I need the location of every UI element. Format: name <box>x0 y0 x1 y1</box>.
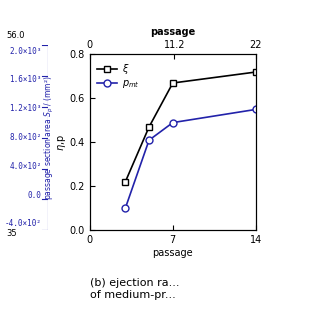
$\xi$ <box>123 180 127 184</box>
X-axis label: passage: passage <box>150 28 196 37</box>
$p_{mt}$ <box>254 108 258 111</box>
$\xi$ <box>171 81 175 85</box>
$\xi$ <box>147 125 151 129</box>
Text: 0.0: 0.0 <box>28 191 42 200</box>
X-axis label: passage: passage <box>153 248 193 258</box>
Y-axis label: $\eta$,p: $\eta$,p <box>56 134 68 151</box>
$p_{mt}$ <box>147 138 151 142</box>
Line: $p_{mt}$: $p_{mt}$ <box>122 106 260 212</box>
Text: 4.0×10²: 4.0×10² <box>9 162 42 171</box>
$p_{mt}$ <box>123 206 127 210</box>
Text: (b) ejection ra...
of medium-pr...: (b) ejection ra... of medium-pr... <box>90 278 179 300</box>
Text: 2.0×10³: 2.0×10³ <box>9 47 42 56</box>
Legend: $\xi$, $p_{mt}$: $\xi$, $p_{mt}$ <box>94 59 142 93</box>
$\xi$ <box>254 70 258 74</box>
Text: 1.2×10³: 1.2×10³ <box>9 104 42 113</box>
$p_{mt}$ <box>171 121 175 124</box>
Text: 1.6×10³: 1.6×10³ <box>9 76 42 84</box>
Text: 8.0×10²: 8.0×10² <box>9 133 42 142</box>
Text: -4.0×10²: -4.0×10² <box>4 220 42 228</box>
Text: 35: 35 <box>6 229 17 238</box>
Line: $\xi$: $\xi$ <box>122 68 260 186</box>
Text: passage section area $S_p$ / (mm²): passage section area $S_p$ / (mm²) <box>43 75 56 200</box>
Text: 56.0: 56.0 <box>6 31 25 40</box>
